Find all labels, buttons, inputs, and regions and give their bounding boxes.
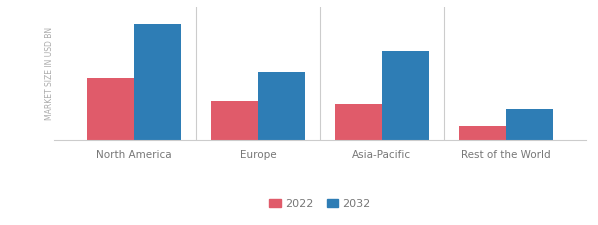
Bar: [87, 78, 135, 140]
Bar: [135, 25, 181, 140]
Bar: [258, 72, 305, 140]
Bar: [459, 126, 505, 140]
Legend: 2022, 2032: 2022, 2032: [265, 195, 375, 214]
Bar: [211, 101, 258, 140]
Bar: [335, 104, 382, 140]
Bar: [382, 51, 429, 140]
Bar: [505, 109, 553, 140]
Y-axis label: MARKET SIZE IN USD BN: MARKET SIZE IN USD BN: [45, 27, 54, 120]
